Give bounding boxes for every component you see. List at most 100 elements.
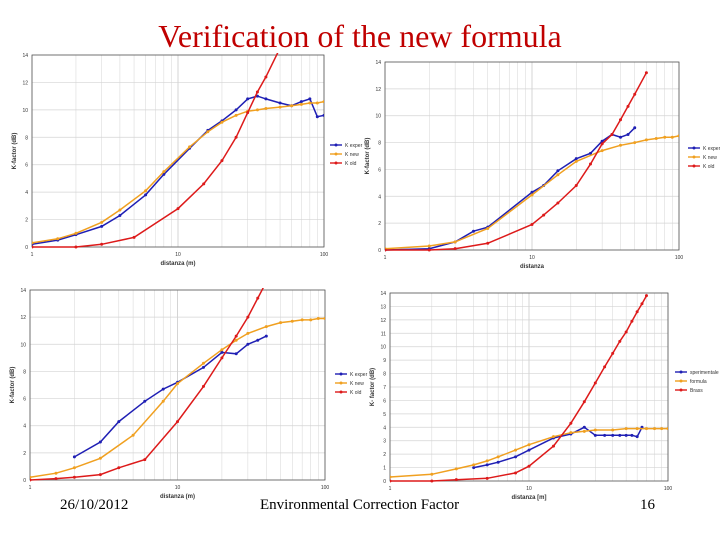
data-point: [624, 427, 628, 431]
data-point: [603, 365, 607, 369]
x-tick-label: 10: [529, 255, 535, 261]
data-point: [453, 247, 457, 251]
data-point: [309, 318, 313, 322]
y-tick-label: 8: [383, 372, 386, 378]
x-tick-label: 100: [675, 255, 684, 261]
data-point: [234, 135, 238, 139]
x-tick-label: 10: [526, 486, 532, 492]
data-point: [635, 310, 639, 314]
data-point: [610, 133, 614, 137]
data-point: [633, 92, 637, 96]
x-axis-label: distanza (m): [160, 261, 195, 267]
data-point: [72, 455, 76, 459]
data-point: [454, 478, 458, 482]
plot-frame: [389, 292, 669, 482]
legend-label: Brass: [690, 388, 703, 394]
plot-frame: [29, 289, 326, 481]
data-point: [619, 143, 623, 147]
data-point: [663, 135, 667, 139]
y-tick-label: 2: [23, 451, 26, 457]
y-tick-label: 13: [380, 304, 386, 310]
x-tick-label: 100: [320, 252, 329, 258]
data-point: [308, 97, 312, 101]
data-point: [54, 471, 58, 475]
legend-marker: [692, 155, 696, 159]
x-tick-label: 1: [29, 485, 32, 491]
data-point: [234, 334, 238, 338]
data-point: [626, 104, 630, 108]
data-point: [278, 101, 282, 105]
data-point: [322, 113, 324, 117]
legend-label: formula: [690, 379, 707, 385]
data-point: [624, 330, 628, 334]
y-tick-label: 10: [20, 342, 26, 348]
data-point: [593, 433, 597, 437]
data-point: [527, 464, 531, 468]
data-point: [220, 159, 224, 163]
data-point: [453, 240, 457, 244]
data-point: [633, 141, 637, 145]
data-point: [530, 222, 534, 226]
y-tick-label: 2: [383, 452, 386, 458]
data-point: [600, 139, 604, 143]
data-point: [472, 229, 476, 233]
y-tick-label: 2: [378, 221, 381, 227]
x-tick-label: 1: [384, 255, 387, 261]
data-point: [32, 241, 34, 245]
data-point: [603, 433, 607, 437]
y-tick-label: 4: [378, 194, 381, 200]
data-point: [290, 104, 294, 108]
data-point: [246, 331, 250, 335]
y-tick-label: 10: [22, 108, 28, 114]
data-point: [315, 115, 319, 119]
data-point: [220, 120, 224, 124]
data-point: [654, 137, 658, 141]
y-tick-label: 0: [25, 245, 28, 251]
data-point: [588, 162, 592, 166]
data-point: [299, 102, 303, 106]
data-point: [74, 245, 78, 249]
data-point: [220, 350, 224, 354]
data-point: [486, 227, 490, 231]
data-point: [385, 248, 387, 252]
data-point: [246, 97, 250, 101]
data-point: [162, 172, 166, 176]
data-point: [472, 466, 476, 470]
data-point: [660, 427, 664, 431]
series-group: [30, 288, 325, 482]
data-point: [551, 435, 555, 439]
y-tick-label: 10: [380, 345, 386, 351]
data-point: [551, 444, 555, 448]
data-point: [234, 352, 238, 356]
data-point: [472, 463, 476, 467]
legend-marker: [679, 379, 683, 383]
y-tick-label: 0: [383, 479, 386, 485]
x-tick-label: 1: [31, 252, 34, 258]
data-point: [234, 108, 238, 112]
legend-label: sperimentale: [690, 370, 719, 376]
data-point: [670, 135, 674, 139]
data-point: [206, 130, 210, 134]
data-point: [202, 182, 206, 186]
legend-label: K exper: [703, 146, 720, 152]
data-point: [635, 435, 639, 439]
data-point: [514, 448, 518, 452]
data-point: [323, 317, 325, 320]
legend-label: K new: [350, 381, 364, 387]
plot-frame: [31, 54, 325, 248]
legend-marker: [339, 372, 343, 376]
data-point: [255, 94, 259, 98]
y-tick-label: 1: [383, 466, 386, 472]
data-point: [454, 467, 458, 471]
y-axis-label: K-factor (dB): [365, 138, 371, 175]
series-group: [390, 294, 668, 483]
data-point: [144, 189, 148, 193]
x-axis-label: distanza: [520, 264, 545, 270]
data-point: [246, 342, 250, 346]
y-tick-label: 8: [23, 369, 26, 375]
data-point: [256, 296, 260, 300]
data-point: [299, 100, 303, 104]
x-tick-label: 100: [664, 486, 673, 492]
data-point: [630, 433, 634, 437]
